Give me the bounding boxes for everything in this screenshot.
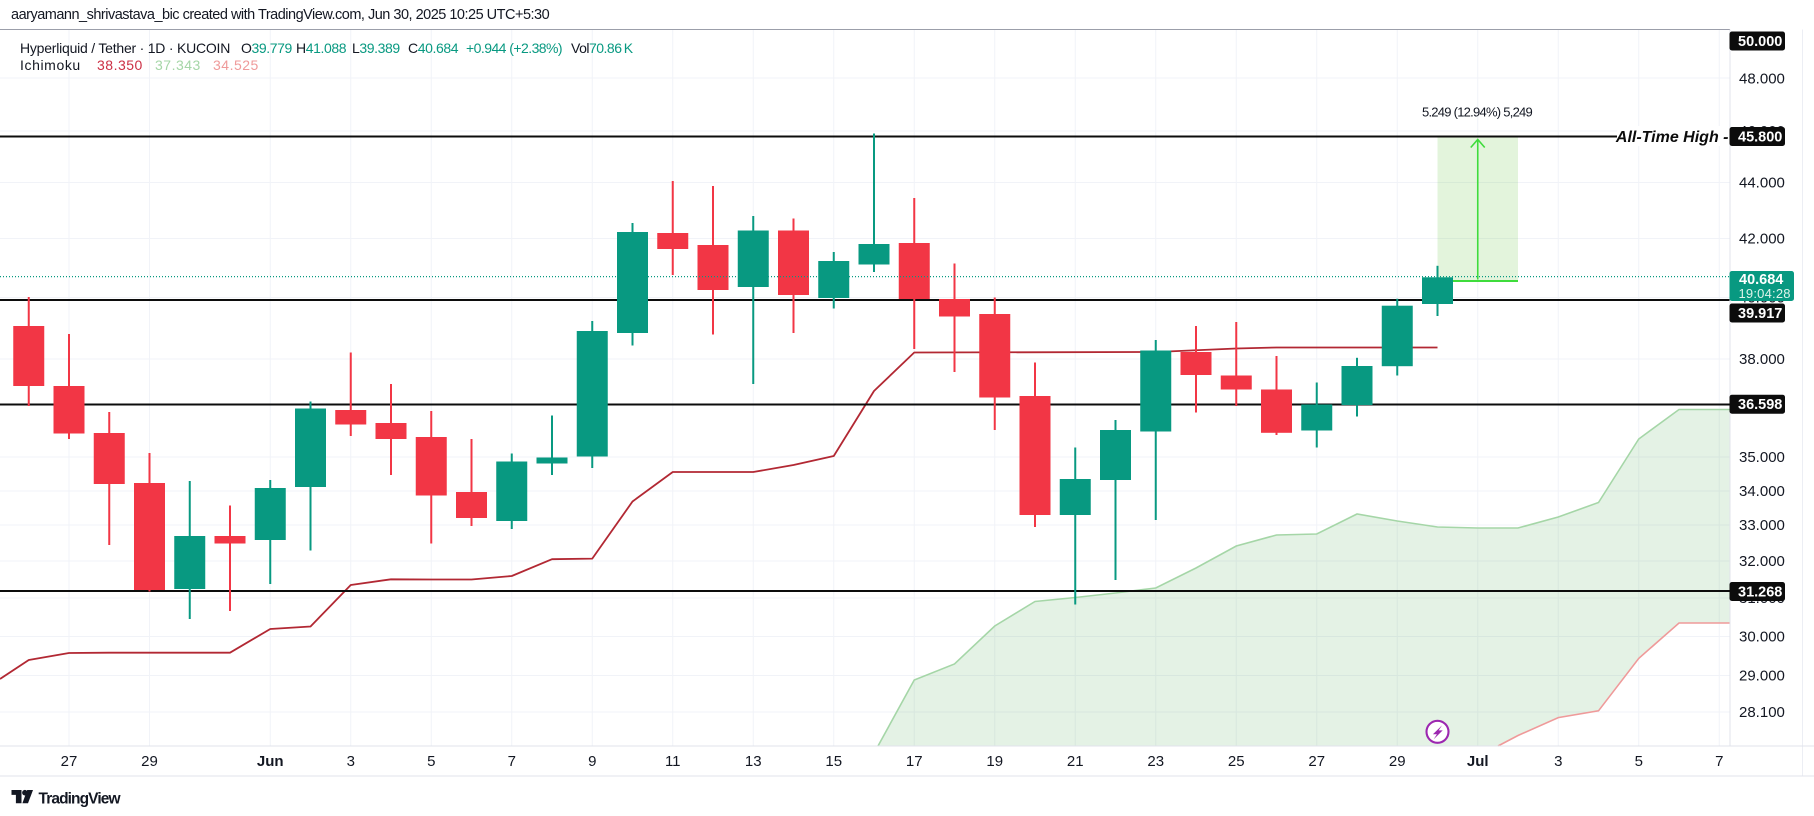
svg-text:21: 21 [1067,753,1084,770]
svg-text:5: 5 [1635,753,1643,770]
svg-text:11: 11 [665,753,681,770]
svg-text:35.000: 35.000 [1739,449,1785,466]
svg-text:15: 15 [825,753,842,770]
svg-text:9: 9 [588,753,596,770]
svg-text:27: 27 [1308,753,1325,770]
svg-text:Jul: Jul [1467,753,1489,770]
svg-text:28.100: 28.100 [1739,704,1785,721]
svg-text:48.000: 48.000 [1739,71,1785,88]
svg-text:45.800: 45.800 [1738,130,1782,146]
svg-text:7: 7 [1715,753,1723,770]
svg-text:32.000: 32.000 [1739,553,1785,570]
svg-text:TradingView: TradingView [39,791,122,808]
svg-text:7: 7 [508,753,516,770]
svg-text:29: 29 [1389,753,1406,770]
svg-text:29: 29 [141,753,158,770]
svg-text:50.000: 50.000 [1738,34,1782,50]
svg-text:44.000: 44.000 [1739,175,1785,192]
svg-text:23: 23 [1147,753,1164,770]
svg-text:5.249 (12.94%) 5,249: 5.249 (12.94%) 5,249 [1422,105,1533,120]
svg-text:34.000: 34.000 [1739,483,1785,500]
svg-text:5: 5 [427,753,435,770]
svg-text:31.268: 31.268 [1738,585,1782,601]
svg-text:33.000: 33.000 [1739,517,1785,534]
svg-text:3: 3 [1554,753,1562,770]
svg-text:All-Time High -: All-Time High - [1615,129,1729,146]
svg-text:30.000: 30.000 [1739,629,1785,646]
svg-text:17: 17 [906,753,923,770]
svg-text:27: 27 [61,753,78,770]
svg-text:19:04:28: 19:04:28 [1739,286,1791,301]
svg-text:19: 19 [986,753,1003,770]
svg-text:25: 25 [1228,753,1245,770]
svg-text:38.000: 38.000 [1739,351,1785,368]
svg-text:42.000: 42.000 [1739,231,1785,248]
svg-text:36.598: 36.598 [1738,397,1782,413]
svg-text:Jun: Jun [257,753,284,770]
svg-text:29.000: 29.000 [1739,668,1785,685]
svg-text:40.684: 40.684 [1739,272,1783,288]
svg-text:13: 13 [745,753,762,770]
svg-text:3: 3 [347,753,355,770]
svg-text:39.917: 39.917 [1738,306,1782,322]
